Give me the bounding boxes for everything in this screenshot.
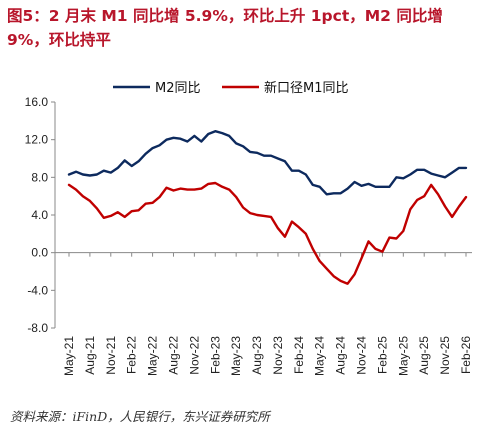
chart-title: 图5：2 月末 M1 同比增 5.9%，环比上升 1pct，M2 同比增 9%，… [7, 7, 443, 49]
x-tick-label: Aug-25 [417, 336, 431, 375]
x-tick-label: Feb-26 [459, 336, 473, 374]
x-tick-label: Feb-23 [208, 336, 222, 374]
axes: 16.0 12.0 8.0 4.0 0.0 -4.0 -8.0 May-21 Aug-21 Nov… [25, 95, 473, 376]
x-tick-label: Aug-22 [166, 336, 180, 375]
x-tick-label: May-22 [146, 336, 160, 376]
x-tick-label: Nov-25 [438, 336, 452, 375]
plot-area [67, 129, 468, 285]
y-tick-label: 4.0 [31, 208, 48, 222]
x-tick-label: May-25 [396, 336, 410, 376]
x-tick-label: Feb-24 [292, 336, 306, 374]
y-tick-label: 16.0 [25, 95, 49, 109]
x-tick-label: Aug-23 [250, 336, 264, 375]
source-note: 资料来源：iFinD，人民银行，东兴证券研究所 [10, 409, 270, 424]
x-tick-label: Nov-24 [355, 336, 369, 375]
x-tick-label: Nov-21 [104, 336, 118, 375]
x-tick-label: Nov-22 [187, 336, 201, 375]
legend-label-m2: M2同比 [155, 81, 201, 96]
y-tick-label: 12.0 [25, 133, 49, 147]
y-tick-label: -4.0 [27, 283, 48, 297]
y-tick-label: 0.0 [31, 246, 48, 260]
x-tick-label: Aug-24 [334, 336, 348, 375]
y-tick-label: 8.0 [31, 170, 48, 184]
x-tick-label: Nov-23 [271, 336, 285, 375]
x-tick-label: May-24 [313, 336, 327, 376]
x-tick-label: Feb-22 [125, 336, 139, 374]
x-tick-label: May-21 [62, 336, 76, 376]
x-tick-label: Aug-21 [83, 336, 97, 375]
x-tick-label: May-23 [229, 336, 243, 376]
legend: M2同比 新口径M1同比 [113, 80, 349, 96]
legend-label-m1: 新口径M1同比 [264, 80, 349, 96]
x-tick-label: Feb-25 [375, 336, 389, 374]
y-tick-label: -8.0 [27, 321, 48, 335]
series-line-m1 [67, 181, 468, 285]
series-line-m2 [67, 129, 468, 196]
